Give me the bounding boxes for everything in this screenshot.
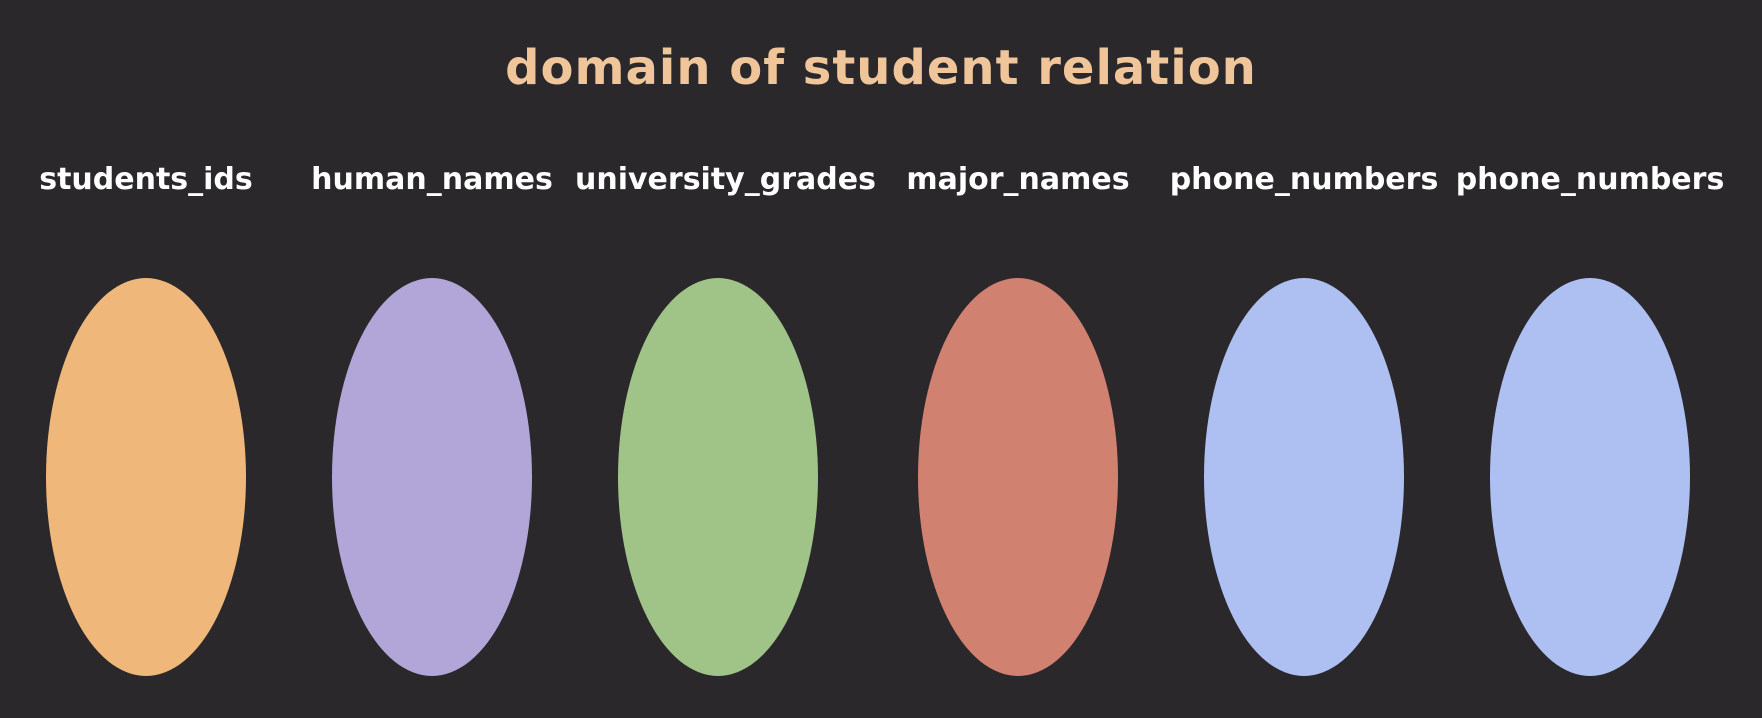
domain-label: university_grades bbox=[575, 162, 876, 197]
domain-phone-numbers-2: phone_numbers bbox=[1447, 150, 1733, 710]
domain-set-ellipse bbox=[1490, 278, 1690, 676]
domain-set-ellipse bbox=[46, 278, 246, 676]
domain-label: phone_numbers bbox=[1169, 162, 1439, 197]
domain-label: human_names bbox=[311, 162, 553, 197]
domain-university-grades: university_grades bbox=[575, 150, 876, 710]
domain-label: phone_numbers bbox=[1455, 162, 1725, 197]
domain-set-ellipse bbox=[618, 278, 818, 676]
domain-set-ellipse bbox=[332, 278, 532, 676]
domain-phone-numbers-1: phone_numbers bbox=[1161, 150, 1447, 710]
domain-set-ellipse bbox=[918, 278, 1118, 676]
domain-set-ellipse bbox=[1204, 278, 1404, 676]
domain-human-names: human_names bbox=[289, 150, 575, 710]
slide-title: domain of student relation bbox=[505, 40, 1257, 96]
domain-label: students_ids bbox=[39, 162, 253, 197]
domain-label: major_names bbox=[906, 162, 1130, 197]
domain-students-ids: students_ids bbox=[3, 150, 289, 710]
domain-major-names: major_names bbox=[875, 150, 1161, 710]
